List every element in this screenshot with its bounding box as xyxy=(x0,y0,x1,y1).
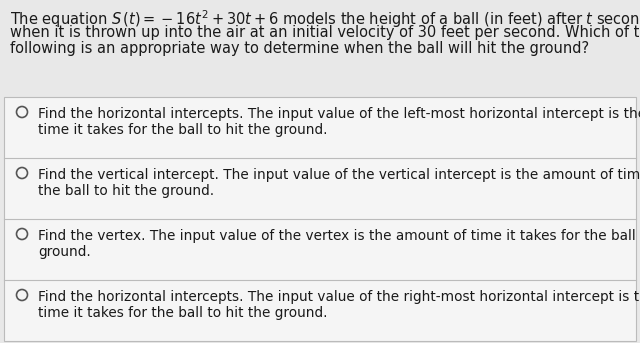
Text: time it takes for the ball to hit the ground.: time it takes for the ball to hit the gr… xyxy=(38,306,328,320)
Text: Find the horizontal intercepts. The input value of the right-most horizontal int: Find the horizontal intercepts. The inpu… xyxy=(38,290,640,304)
FancyBboxPatch shape xyxy=(4,97,636,341)
Text: Find the vertical intercept. The input value of the vertical intercept is the am: Find the vertical intercept. The input v… xyxy=(38,168,640,182)
Text: the ball to hit the ground.: the ball to hit the ground. xyxy=(38,184,214,198)
Text: ground.: ground. xyxy=(38,245,91,259)
Text: when it is thrown up into the air at an initial velocity of 30 feet per second. : when it is thrown up into the air at an … xyxy=(10,24,640,39)
Text: time it takes for the ball to hit the ground.: time it takes for the ball to hit the gr… xyxy=(38,123,328,137)
Text: The equation $S\,(t) = -16t^2 + 30t + 6$ models the height of a ball (in feet) a: The equation $S\,(t) = -16t^2 + 30t + 6$… xyxy=(10,8,640,30)
Text: following is an appropriate way to determine when the ball will hit the ground?: following is an appropriate way to deter… xyxy=(10,41,589,56)
Text: Find the horizontal intercepts. The input value of the left-most horizontal inte: Find the horizontal intercepts. The inpu… xyxy=(38,107,640,121)
Text: Find the vertex. The input value of the vertex is the amount of time it takes fo: Find the vertex. The input value of the … xyxy=(38,229,640,243)
